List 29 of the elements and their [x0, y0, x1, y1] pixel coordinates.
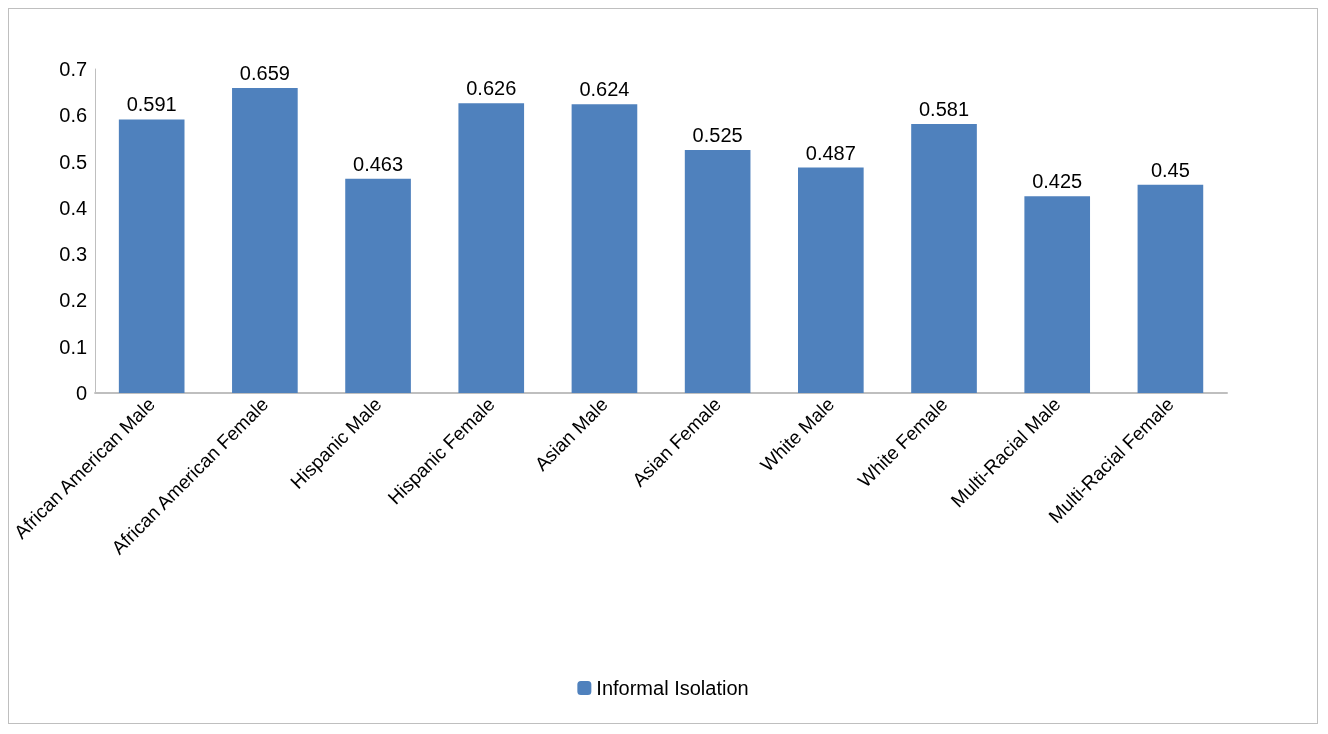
- data-label: 0.487: [805, 141, 856, 164]
- y-tick-label: 0.4: [59, 196, 88, 219]
- legend-label: Informal Isolation: [596, 677, 749, 699]
- bar: [911, 124, 977, 393]
- data-label: 0.45: [1150, 158, 1190, 181]
- data-label: 0.525: [692, 124, 743, 146]
- bar: [1137, 184, 1204, 393]
- y-tick-label: 0.3: [59, 243, 88, 266]
- y-tick-label: 0.2: [59, 289, 88, 312]
- y-tick-label: 0.6: [59, 104, 88, 127]
- data-label: 0.425: [1032, 170, 1083, 193]
- bar: [118, 119, 185, 393]
- bar: [232, 87, 298, 393]
- bar: [684, 150, 751, 393]
- bar: [798, 167, 864, 393]
- data-label: 0.591: [126, 93, 177, 116]
- data-label: 0.581: [918, 98, 970, 121]
- bar: [458, 103, 525, 393]
- data-label: 0.624: [579, 78, 630, 101]
- bar: [345, 178, 411, 393]
- data-label: 0.626: [466, 77, 517, 100]
- data-label: 0.659: [239, 61, 290, 84]
- y-tick-label: 0.5: [59, 150, 88, 173]
- bar: [571, 104, 638, 393]
- y-tick-label: 0.1: [59, 335, 88, 358]
- y-tick-label: 0.7: [59, 58, 88, 80]
- data-label: 0.463: [353, 152, 404, 175]
- bar: [1024, 196, 1091, 393]
- y-tick-label: 0: [75, 382, 88, 404]
